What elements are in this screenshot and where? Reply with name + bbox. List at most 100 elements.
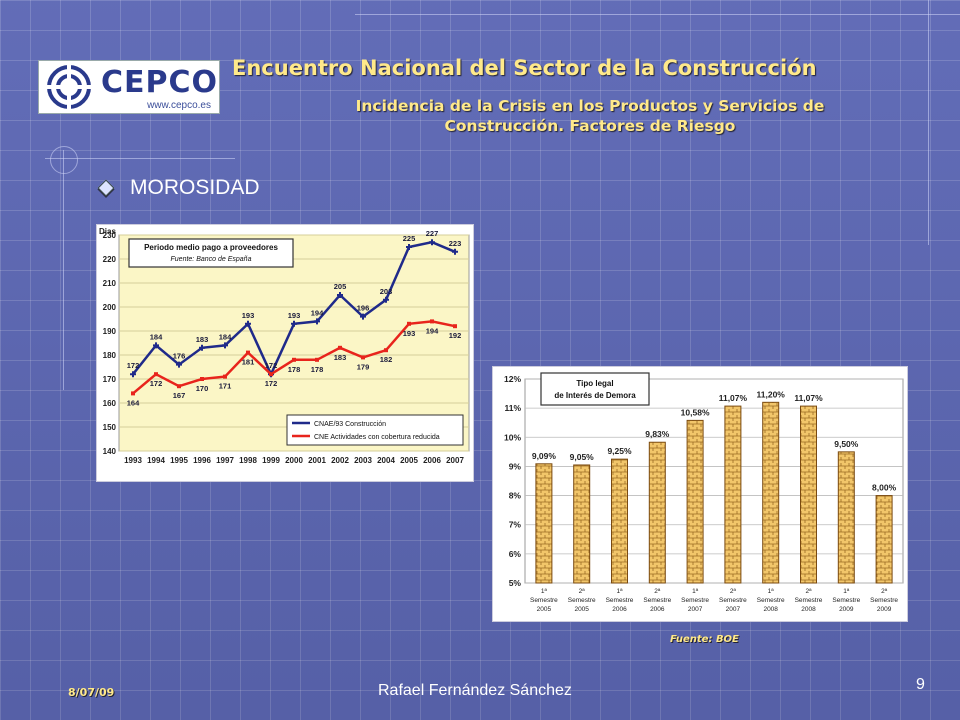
- line-chart-point: [131, 391, 135, 396]
- line-chart-point: [338, 345, 342, 350]
- line-chart-frame: 140 150 160 170 180 190 200 210 220 230 Dias 1993 19…: [96, 224, 474, 482]
- line-chart-data-label: 193: [242, 311, 255, 320]
- line-chart-data-label: 203: [380, 287, 393, 296]
- bar-chart-y-tick-label: 9%: [509, 461, 522, 471]
- bar-chart-x-tick-label: Semestre: [719, 597, 747, 604]
- line-chart-x-tick-label: 1994: [147, 456, 165, 465]
- bar-chart-y-tick-label: 10%: [504, 432, 521, 442]
- line-chart-y-tick-label: 190: [103, 327, 117, 336]
- logo-text: CEPCO: [101, 65, 219, 100]
- line-chart-x-tick-label: 1993: [124, 456, 142, 465]
- bar-chart-x-tick-label: 2007: [688, 606, 703, 613]
- line-chart-data-label: 176: [173, 352, 186, 361]
- bar-chart-bar: [611, 458, 628, 584]
- line-chart-data-label: 172: [127, 361, 140, 370]
- line-chart-y-tick-label: 150: [103, 423, 117, 432]
- line-chart-data-label: 194: [311, 308, 324, 317]
- line-chart-data-label: 181: [242, 358, 255, 367]
- bar-chart-bar: [762, 401, 780, 584]
- bar-chart-x-tick-label: 2005: [574, 606, 589, 613]
- line-chart-data-label: 225: [403, 234, 416, 243]
- bar-chart-x-tick-label: Semestre: [530, 597, 558, 604]
- bar-chart-x-tick-label: 2009: [877, 606, 892, 613]
- bar-chart-bar: [573, 464, 591, 584]
- line-chart-point: [407, 321, 411, 326]
- bar-chart-data-label: 11,07%: [719, 393, 748, 403]
- bar-chart-frame: 5% 6% 7% 8% 9% 10% 11% 12% 9,09% 1ª Semestre 2005 9,…: [492, 366, 908, 622]
- bar-chart-x-tick-label: Semestre: [870, 597, 898, 604]
- line-chart-data-label: 205: [334, 282, 347, 291]
- line-chart-data-label: 227: [426, 229, 439, 238]
- line-chart-x-tick-label: 1995: [170, 456, 188, 465]
- page-subtitle: Incidencia de la Crisis en los Productos…: [270, 96, 910, 136]
- line-chart-data-label: 172: [265, 361, 278, 370]
- line-chart-legend-label: CNE Actividades con cobertura reducida: [314, 434, 440, 441]
- line-chart-x-tick-label: 2006: [423, 456, 441, 465]
- bar-chart-data-label: 9,83%: [645, 429, 670, 439]
- line-chart-y-axis-label: Dias: [99, 227, 116, 236]
- section-bullet: MOROSIDAD: [97, 176, 260, 200]
- bar-chart: 5% 6% 7% 8% 9% 10% 11% 12% 9,09% 1ª Semestre 2005 9,…: [504, 372, 904, 613]
- bar-chart-bar: [535, 463, 553, 584]
- line-chart-y-tick-label: 220: [103, 255, 117, 264]
- line-chart-y-tick-label: 200: [103, 303, 117, 312]
- bar-chart-x-tick-label: 1ª: [692, 588, 699, 595]
- line-chart-data-label: 193: [403, 329, 416, 338]
- line-chart-x-tick-label: 2005: [400, 456, 418, 465]
- line-chart-y-tick-label: 210: [103, 279, 117, 288]
- bar-chart-x-tick-label: 2006: [612, 606, 627, 613]
- line-chart-point: [429, 239, 435, 246]
- line-chart-title-box: [128, 238, 294, 268]
- line-chart-legend-box: [286, 414, 464, 446]
- bar-chart-data-label: 11,07%: [794, 393, 823, 403]
- line-chart-point: [291, 320, 297, 327]
- line-chart-point: [246, 350, 250, 355]
- cepco-logo-mark-icon: [45, 63, 93, 111]
- line-chart-data-label: 172: [265, 379, 278, 388]
- line-chart-data-label: 183: [334, 353, 347, 362]
- line-chart-point: [430, 319, 434, 324]
- bar-chart-bar: [875, 495, 893, 584]
- line-chart-point: [222, 342, 228, 349]
- bar-chart-x-tick-label: 2ª: [654, 588, 661, 595]
- line-chart-point: [154, 372, 158, 377]
- bar-chart-bar: [686, 419, 704, 584]
- logo-url: www.cepco.es: [147, 100, 211, 111]
- bar-chart-data-label: 9,50%: [834, 439, 859, 449]
- page-number: 9: [916, 676, 925, 693]
- line-chart-y-tick-label: 230: [103, 231, 117, 240]
- bar-chart-x-tick-label: Semestre: [795, 597, 823, 604]
- deco-horizontal-line-top: [355, 14, 960, 15]
- footer-date: 8/07/09: [68, 686, 115, 699]
- bar-chart-bar: [724, 405, 742, 584]
- line-chart-data-label: 179: [357, 362, 370, 371]
- line-chart-x-tick-label: 2004: [377, 456, 395, 465]
- bar-chart-x-tick-label: 1ª: [541, 588, 548, 595]
- line-chart-x-tick-label: 2007: [446, 456, 464, 465]
- line-chart-data-label: 167: [173, 391, 186, 400]
- bar-chart-x-tick-label: 1ª: [768, 588, 775, 595]
- line-chart-data-label: 192: [449, 331, 462, 340]
- line-chart-data-label: 223: [449, 239, 462, 248]
- bar-chart-x-tick-label: 2006: [650, 606, 665, 613]
- line-chart-point: [153, 342, 159, 349]
- line-chart-point: [176, 361, 182, 368]
- line-chart-x-tick-label: 1996: [193, 456, 211, 465]
- bar-chart-x-tick-label: 2ª: [579, 588, 586, 595]
- bar-chart-x-tick-label: 2ª: [805, 588, 812, 595]
- deco-circle: [50, 146, 78, 174]
- line-chart-y-tick-label: 140: [103, 447, 117, 456]
- bar-chart-y-tick-label: 5%: [509, 578, 522, 588]
- bar-chart-x-tick-label: 2007: [726, 606, 741, 613]
- line-chart-data-label: 178: [288, 365, 301, 374]
- bar-chart-title-line1: Tipo legal: [576, 379, 613, 388]
- line-chart-data-label: 171: [219, 382, 232, 391]
- line-chart-y-tick-label: 180: [103, 351, 117, 360]
- line-chart-data-label: 184: [219, 332, 232, 341]
- bar-chart-title-line2: de Interés de Demora: [554, 391, 636, 400]
- line-chart-data-label: 164: [127, 398, 140, 407]
- line-chart-point: [361, 355, 365, 360]
- line-chart-data-label: 193: [288, 311, 301, 320]
- line-chart-point: [406, 244, 412, 250]
